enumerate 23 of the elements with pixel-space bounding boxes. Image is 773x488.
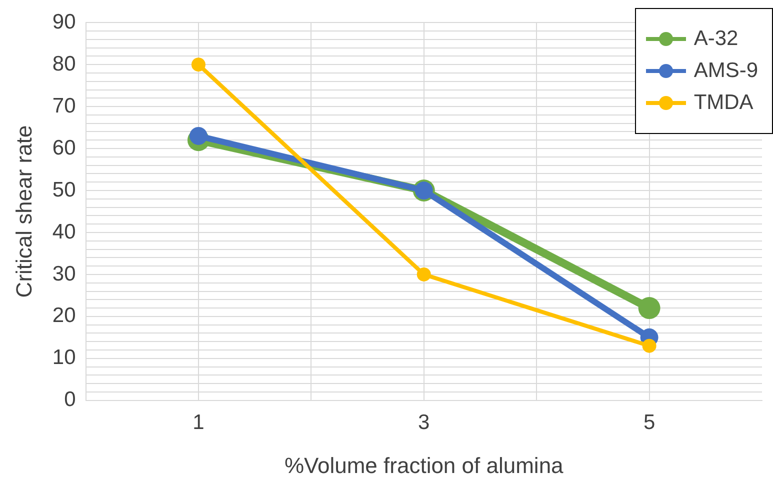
x-axis-title: %Volume fraction of alumina (284, 452, 564, 478)
y-tick-label: 70 (52, 94, 76, 118)
y-axis-title: Critical shear rate (11, 125, 36, 298)
y-tick-label: 10 (52, 346, 76, 370)
legend-label: TMDA (694, 91, 754, 115)
point (642, 338, 656, 353)
x-tick-label: 5 (643, 410, 656, 434)
x-tick-label: 3 (418, 410, 430, 434)
point (638, 297, 660, 320)
y-tick-label: 90 (52, 10, 76, 34)
legend-label: AMS-9 (694, 59, 758, 83)
y-tick-label: 20 (52, 304, 76, 328)
y-tick-label: 30 (52, 262, 76, 286)
point (191, 58, 206, 72)
point (189, 126, 208, 145)
y-tick-label: 50 (52, 178, 76, 202)
y-tick-label: 0 (64, 388, 76, 412)
y-tick-label: 60 (52, 136, 76, 160)
legend-label: A-32 (694, 27, 738, 51)
y-tick-label: 40 (52, 220, 76, 244)
y-tick-label: 80 (52, 52, 76, 76)
point (416, 267, 431, 282)
x-tick-label: 1 (192, 410, 204, 434)
